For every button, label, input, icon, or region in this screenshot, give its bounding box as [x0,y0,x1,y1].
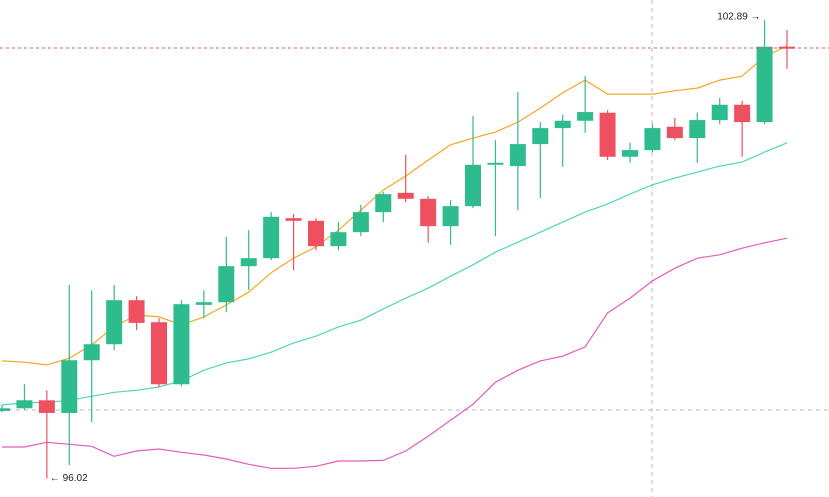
candle-body [442,206,459,227]
candle-body [532,128,549,145]
plot: 102.89 → ← 96.02 [0,12,829,484]
candle-body [465,164,481,207]
candle-body [577,112,594,121]
moving-average-line [2,237,788,469]
candle-body [330,232,347,247]
candle-body [509,144,526,167]
candle-body [308,220,324,247]
candle-body [756,46,773,123]
candle-body [0,408,10,411]
candle-body [263,216,280,259]
candle-body [375,194,392,213]
candle-body [622,150,638,157]
candle-body [38,400,55,413]
candle-body [487,162,504,165]
candle-body [285,218,302,221]
candle-body [554,120,571,129]
candle-body [61,360,78,413]
high-label: 102.89 → [717,12,760,23]
candle-body [420,198,437,227]
candle-body [16,400,33,409]
candle-body [218,266,235,303]
candle-body [106,300,123,345]
candle-body [352,212,369,233]
moving-average-line [1,142,788,406]
candle-body [734,104,751,123]
low-label: ← 96.02 [50,473,88,484]
candle-body [689,120,706,139]
candle-body [195,302,212,305]
candle-body [151,322,167,385]
candle-body [240,258,257,267]
candle-body [128,300,145,323]
candle-body [173,304,190,385]
candle-body [397,192,414,199]
candle-body [599,112,616,157]
candle-body [83,344,100,361]
candle-body [666,126,683,139]
candle-body [644,128,661,151]
candle-body [711,104,728,121]
